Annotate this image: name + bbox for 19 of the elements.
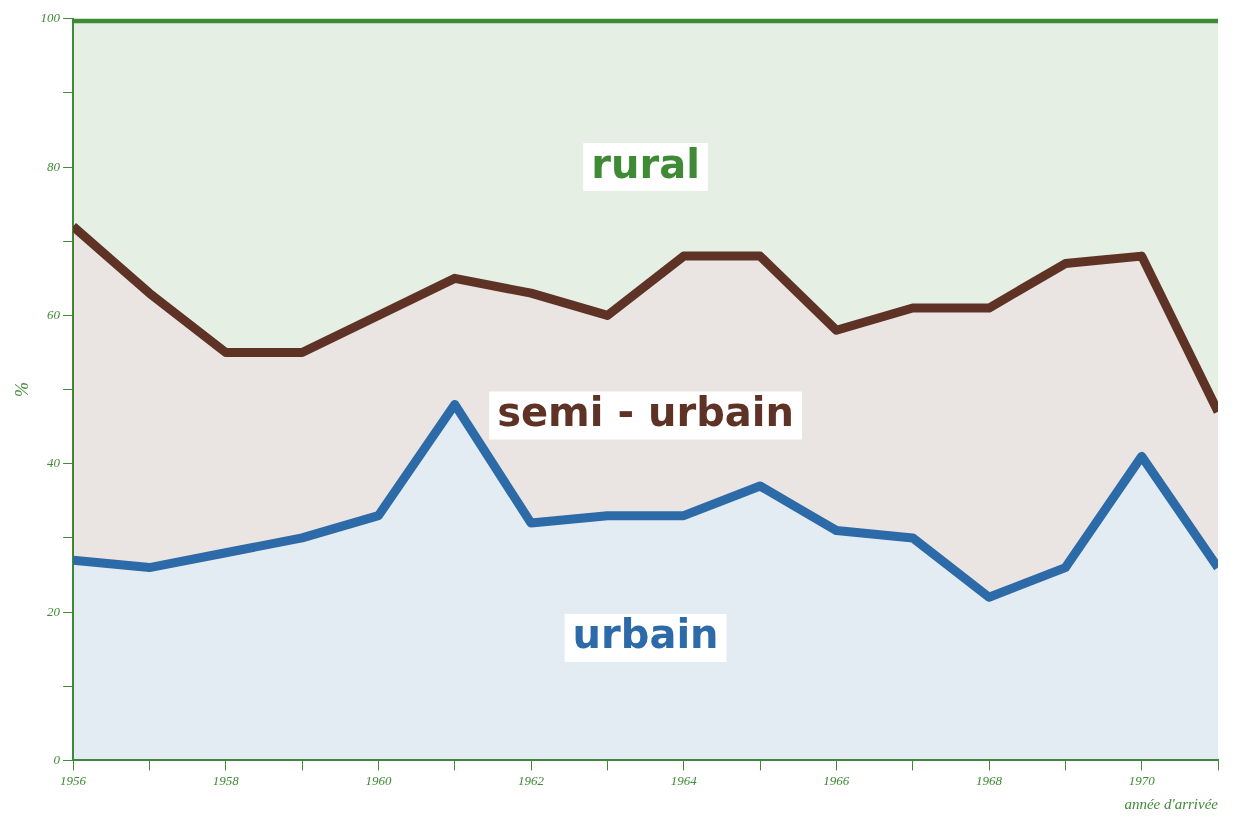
y-tick-label: 40: [47, 455, 61, 471]
x-tick-label: 1966: [823, 772, 850, 788]
x-tick-label: 1958: [212, 772, 240, 788]
x-tick-label: 1960: [365, 772, 392, 788]
series-label: rural: [591, 140, 700, 187]
x-tick-label: 1964: [670, 772, 698, 788]
x-tick-label: 1956: [60, 772, 87, 788]
x-tick-label: 1968: [976, 772, 1003, 788]
y-tick-label: 20: [47, 603, 61, 619]
y-tick-label: 60: [47, 306, 61, 322]
x-axis-title: année d'arrivée: [1124, 795, 1219, 812]
series-label: semi - urbain: [497, 388, 794, 435]
y-tick-label: 0: [53, 751, 61, 767]
series-label: urbain: [572, 611, 719, 658]
x-tick-label: 1970: [1128, 772, 1156, 788]
y-axis-title: %: [11, 382, 32, 398]
y-tick-label: 80: [47, 158, 61, 174]
y-tick-label: 100: [40, 10, 61, 26]
x-tick-label: 1962: [518, 772, 545, 788]
